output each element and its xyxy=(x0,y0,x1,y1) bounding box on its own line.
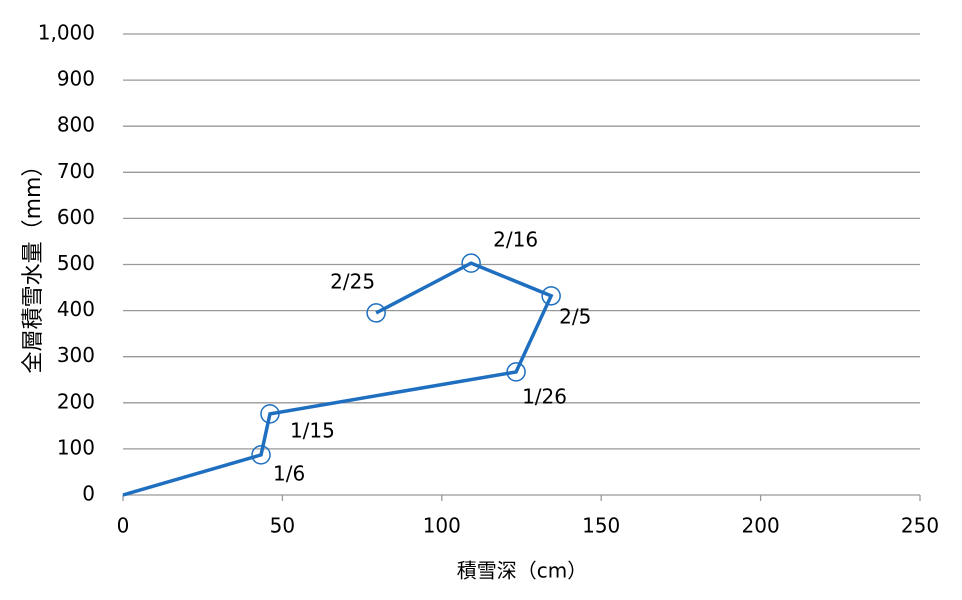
point-marker xyxy=(461,253,481,273)
point-label: 1/6 xyxy=(273,461,305,485)
y-tick-label: 900 xyxy=(57,67,95,91)
point-label: 1/15 xyxy=(290,418,335,442)
x-axis-label: 積雪深（cm） xyxy=(457,559,587,583)
y-tick-label: 400 xyxy=(57,297,95,321)
point-marker xyxy=(251,445,271,465)
y-tick-label: 500 xyxy=(57,251,95,275)
point-marker xyxy=(506,362,526,382)
y-tick-label: 1,000 xyxy=(38,21,95,45)
x-tick-label: 200 xyxy=(742,514,780,538)
x-tick-label: 250 xyxy=(901,514,939,538)
y-tick-label: 100 xyxy=(57,435,95,459)
y-axis-label: 全層積雪水量（mm） xyxy=(21,155,46,374)
point-label: 2/5 xyxy=(559,304,591,328)
x-tick-label: 150 xyxy=(582,514,620,538)
x-tick-label: 0 xyxy=(117,514,130,538)
y-tick-label: 800 xyxy=(57,113,95,137)
series-line xyxy=(122,261,554,497)
y-tick-label: 0 xyxy=(82,482,95,506)
x-tick-label: 50 xyxy=(270,514,295,538)
y-tick-label: 200 xyxy=(57,389,95,413)
point-marker xyxy=(366,303,386,323)
y-tick-label: 600 xyxy=(57,205,95,229)
y-tick-label: 700 xyxy=(57,159,95,183)
point-marker xyxy=(541,286,561,306)
point-label: 2/16 xyxy=(493,228,538,252)
point-marker xyxy=(260,404,280,424)
point-label: 1/26 xyxy=(522,384,567,408)
x-tick-label: 100 xyxy=(423,514,461,538)
point-label: 2/25 xyxy=(330,269,375,293)
y-tick-label: 300 xyxy=(57,343,95,367)
